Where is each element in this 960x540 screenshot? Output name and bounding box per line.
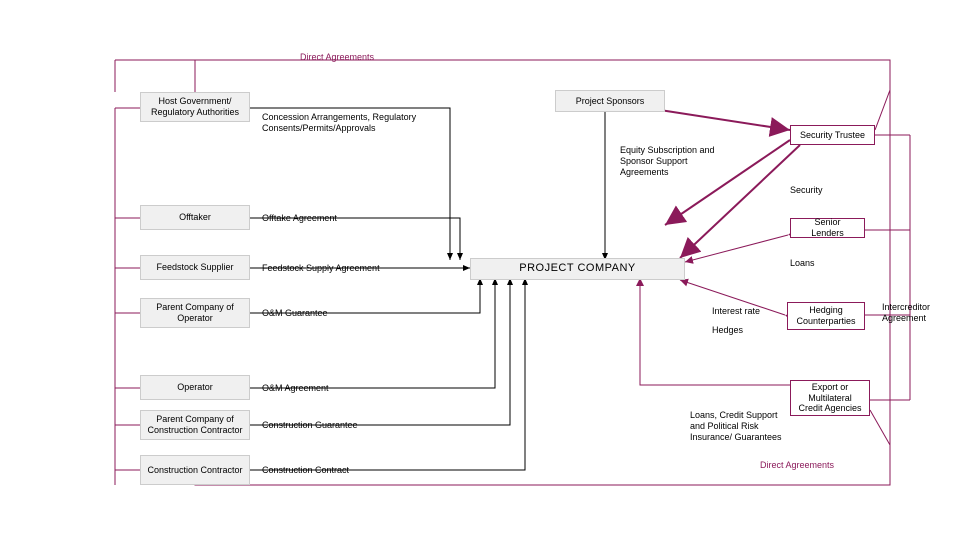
loans-label: Loans xyxy=(790,258,815,269)
om-guarantee-label: O&M Guarantee xyxy=(262,308,328,319)
equity-subscription-label: Equity Subscription and Sponsor Support … xyxy=(620,145,720,177)
project-company-box: PROJECT COMPANY xyxy=(470,258,685,280)
hedging-box: Hedging Counterparties xyxy=(787,302,865,330)
operator-box: Operator xyxy=(140,375,250,400)
interest-rate-label: Interest rate xyxy=(712,306,760,317)
feedstock-supplier-box: Feedstock Supplier xyxy=(140,255,250,280)
om-agreement-label: O&M Agreement xyxy=(262,383,329,394)
project-sponsors-box: Project Sponsors xyxy=(555,90,665,112)
intercreditor-label: Intercreditor Agreement xyxy=(882,302,942,324)
loans-credit-label: Loans, Credit Support and Political Risk… xyxy=(690,410,790,442)
parent-contractor-box: Parent Company of Construction Contracto… xyxy=(140,410,250,440)
security-label: Security xyxy=(790,185,823,196)
feedstock-agreement-label: Feedstock Supply Agreement xyxy=(262,263,380,274)
host-government-box: Host Government/ Regulatory Authorities xyxy=(140,92,250,122)
offtake-label: Offtake Agreement xyxy=(262,213,337,224)
security-trustee-box: Security Trustee xyxy=(790,125,875,145)
contractor-box: Construction Contractor xyxy=(140,455,250,485)
offtaker-box: Offtaker xyxy=(140,205,250,230)
hedges-label: Hedges xyxy=(712,325,743,336)
construction-guarantee-label: Construction Guarantee xyxy=(262,420,358,431)
construction-contract-label: Construction Contract xyxy=(262,465,349,476)
senior-lenders-box: Senior Lenders xyxy=(790,218,865,238)
parent-operator-box: Parent Company of Operator xyxy=(140,298,250,328)
top-direct-agreements-label: Direct Agreements xyxy=(300,52,374,63)
bottom-direct-agreements-label: Direct Agreements xyxy=(760,460,834,471)
export-credit-box: Export or Multilateral Credit Agencies xyxy=(790,380,870,416)
concession-label: Concession Arrangements, Regulatory Cons… xyxy=(262,112,442,134)
